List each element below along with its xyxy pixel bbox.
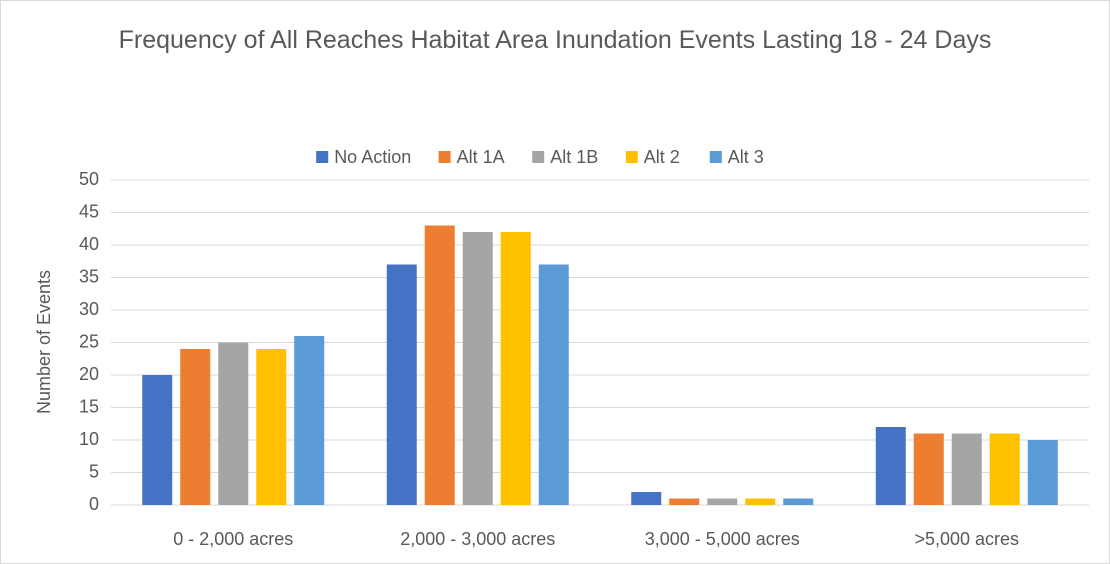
x-tick-label: 3,000 - 5,000 acres [645,529,800,549]
legend-swatch [532,151,545,163]
bar [951,433,982,505]
y-tick-label: 5 [89,461,99,481]
bar [875,427,906,505]
legend-swatch [438,151,451,163]
bar [1027,440,1058,505]
bar [386,264,417,505]
bar [745,498,776,505]
y-tick-label: 45 [79,201,99,221]
bar [783,498,814,505]
legend-swatch [625,151,638,163]
legend-label: Alt 1B [550,147,598,167]
legend-swatch [316,151,329,163]
y-tick-label: 40 [79,234,99,254]
legend-swatch [709,151,722,163]
bar [631,492,662,505]
bar [913,433,944,505]
bar [294,336,325,505]
y-tick-label: 50 [79,169,99,189]
bar [500,232,531,505]
y-tick-label: 20 [79,364,99,384]
bar [424,225,455,505]
x-tick-label: 0 - 2,000 acres [173,529,293,549]
bar [538,264,569,505]
bar [462,232,493,505]
y-tick-label: 0 [89,494,99,514]
chart-title: Frequency of All Reaches Habitat Area In… [118,26,992,54]
bar [142,375,173,505]
bar [669,498,700,505]
y-tick-label: 15 [79,396,99,416]
bar [218,342,249,505]
bar [180,349,211,505]
y-tick-label: 30 [79,299,99,319]
legend-label: Alt 2 [644,147,680,167]
y-tick-label: 35 [79,266,99,286]
legend-label: Alt 1A [457,147,505,167]
bar [989,433,1020,505]
y-axis-label: Number of Events [34,270,54,414]
bar [256,349,287,505]
y-tick-label: 10 [79,429,99,449]
legend-label: Alt 3 [728,147,764,167]
legend-label: No Action [334,147,411,167]
x-tick-label: 2,000 - 3,000 acres [400,529,555,549]
x-tick-label: >5,000 acres [914,529,1019,549]
y-tick-label: 25 [79,331,99,351]
bar [707,498,738,505]
